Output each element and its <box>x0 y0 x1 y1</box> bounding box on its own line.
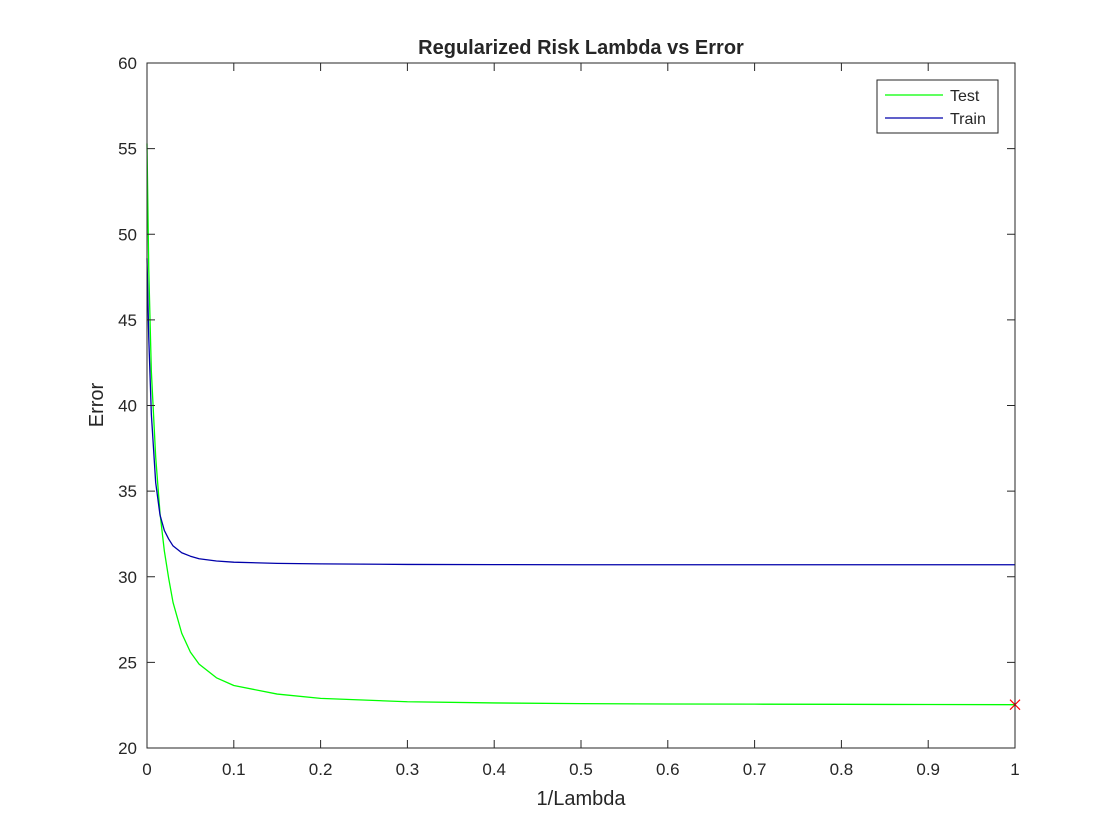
legend-label-train: Train <box>950 111 986 128</box>
x-tick-label: 0.5 <box>569 760 593 779</box>
x-tick-label: 0.4 <box>482 760 506 779</box>
y-tick-label: 50 <box>118 225 137 244</box>
legend: Test Train <box>876 79 999 134</box>
y-tick-label: 35 <box>118 482 137 501</box>
y-tick-label: 60 <box>118 54 137 73</box>
x-tick-label: 0.3 <box>396 760 420 779</box>
x-tick-label: 0.1 <box>222 760 246 779</box>
y-tick-label: 55 <box>118 140 137 159</box>
y-tick-label: 20 <box>118 739 137 758</box>
x-tick-label: 0.6 <box>656 760 680 779</box>
x-tick-label: 0 <box>142 760 151 779</box>
chart-title: Regularized Risk Lambda vs Error <box>418 37 744 59</box>
y-tick-label: 45 <box>118 311 137 330</box>
y-tick-label: 40 <box>118 397 137 416</box>
x-axis-label: 1/Lambda <box>537 788 627 810</box>
x-tick-label: 1 <box>1010 760 1019 779</box>
x-tick-label: 0.8 <box>830 760 854 779</box>
y-axis-label: Error <box>86 382 108 427</box>
plot-area <box>147 63 1015 748</box>
y-tick-label: 25 <box>118 653 137 672</box>
x-tick-label: 0.7 <box>743 760 767 779</box>
series-line-test <box>146 143 1016 706</box>
series-line-train <box>146 258 1015 566</box>
legend-label-test: Test <box>950 88 980 105</box>
x-tick-label: 0.2 <box>309 760 333 779</box>
x-tick-label: 0.9 <box>916 760 940 779</box>
legend-box <box>876 79 999 134</box>
y-tick-label: 30 <box>118 568 137 587</box>
